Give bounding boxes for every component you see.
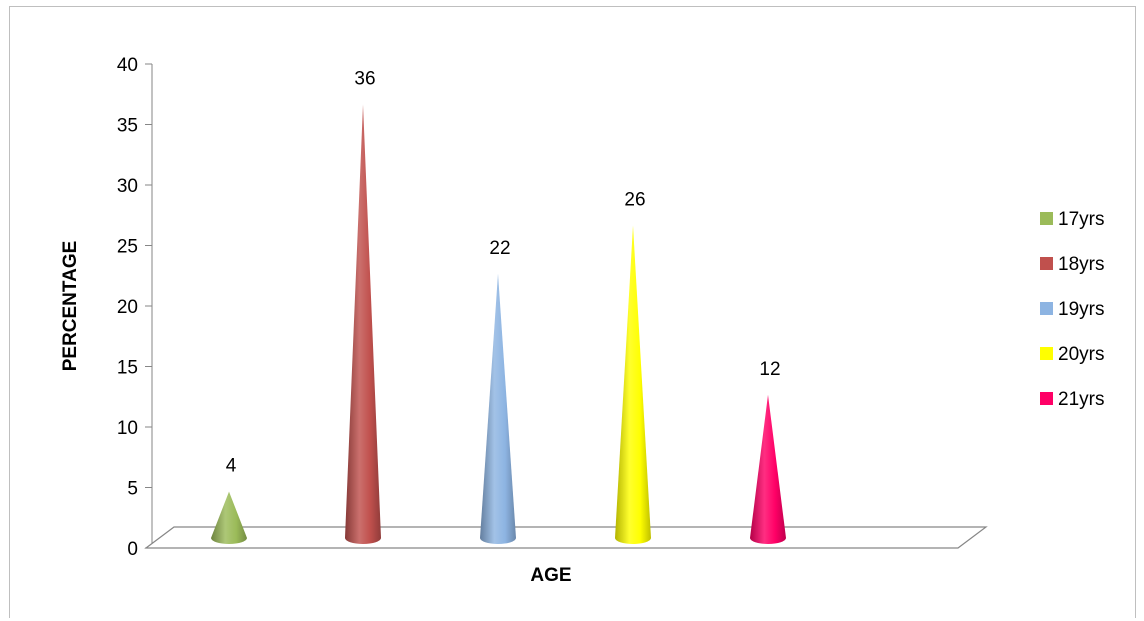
legend-label: 19yrs xyxy=(1058,299,1104,320)
cones xyxy=(211,104,786,545)
legend-item-17yrs: 17yrs xyxy=(1040,209,1104,230)
y-tick-label: 5 xyxy=(127,479,138,500)
cone-body xyxy=(615,225,651,544)
cone-body xyxy=(345,104,381,545)
legend-label: 17yrs xyxy=(1058,209,1104,230)
legend-label: 20yrs xyxy=(1058,344,1104,365)
legend-swatch xyxy=(1040,347,1053,360)
legend-swatch xyxy=(1040,257,1053,270)
legend-swatch xyxy=(1040,392,1053,405)
legend-item-19yrs: 19yrs xyxy=(1040,299,1104,320)
legend-label: 21yrs xyxy=(1058,389,1104,410)
chart-frame xyxy=(9,6,1136,618)
legend-label: 18yrs xyxy=(1058,254,1104,275)
data-label: 26 xyxy=(624,189,645,210)
y-tick-label: 0 xyxy=(127,539,138,560)
cone-body xyxy=(480,273,516,544)
y-tick-label: 10 xyxy=(117,418,138,439)
data-label: 4 xyxy=(226,456,237,477)
y-tick-label: 40 xyxy=(117,55,138,76)
cone-18yrs xyxy=(345,104,381,545)
legend-swatch xyxy=(1040,302,1053,315)
legend-item-21yrs: 21yrs xyxy=(1040,389,1104,410)
cone-17yrs xyxy=(211,491,247,544)
cone-21yrs xyxy=(750,394,786,544)
y-tick-label: 30 xyxy=(117,176,138,197)
data-label: 12 xyxy=(759,359,780,380)
cone-19yrs xyxy=(480,273,516,544)
data-label: 22 xyxy=(489,238,510,259)
y-tick-label: 15 xyxy=(117,358,138,379)
y-tick-label: 25 xyxy=(117,237,138,258)
cone-20yrs xyxy=(615,225,651,544)
y-tick-label: 35 xyxy=(117,116,138,137)
chart-floor xyxy=(144,526,988,549)
legend-swatch xyxy=(1040,212,1053,225)
legend: 17yrs 18yrs 19yrs 20yrs 21yrs xyxy=(1040,209,1104,410)
y-tick-label: 20 xyxy=(117,297,138,318)
cone-body xyxy=(211,491,247,544)
x-axis-title: AGE xyxy=(530,565,571,586)
floor-plane xyxy=(144,526,988,549)
cone-body xyxy=(750,394,786,544)
y-axis-title: PERCENTAGE xyxy=(60,241,81,372)
data-labels: 4 36 22 26 12 xyxy=(226,68,781,476)
legend-item-18yrs: 18yrs xyxy=(1040,254,1104,275)
legend-item-20yrs: 20yrs xyxy=(1040,344,1104,365)
y-axis: 0 5 10 15 20 25 30 35 40 xyxy=(117,55,153,560)
data-label: 36 xyxy=(354,68,375,89)
